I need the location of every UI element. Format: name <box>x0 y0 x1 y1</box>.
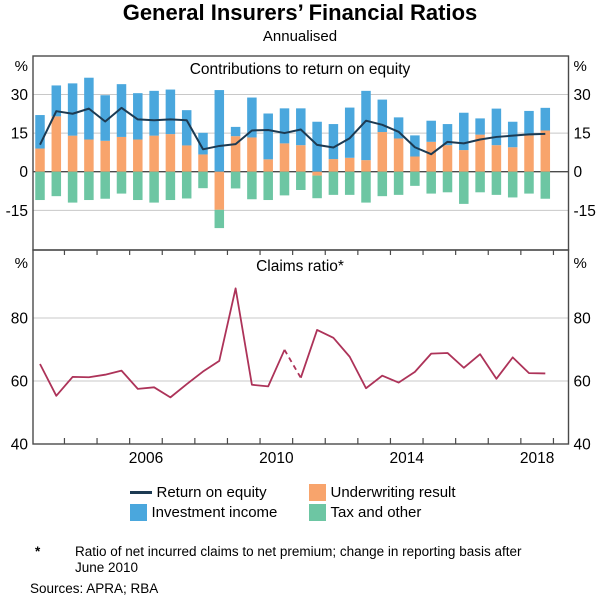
svg-text:%: % <box>574 58 587 75</box>
svg-text:0: 0 <box>574 164 583 181</box>
svg-text:80: 80 <box>11 311 29 328</box>
footnote-text: Ratio of net incurred claims to net prem… <box>75 544 522 575</box>
top-panel-bars <box>35 77 551 229</box>
legend: Return on equity Underwriting result Inv… <box>0 484 600 521</box>
investment-swatch-icon <box>129 504 147 521</box>
svg-text:-15: -15 <box>6 203 28 220</box>
roe-line-swatch-icon <box>129 490 152 495</box>
page-subtitle: Annualised <box>262 28 338 45</box>
legend-label: Investment income <box>151 504 278 521</box>
svg-text:60: 60 <box>574 374 592 391</box>
legend-item-investment-income: Investment income <box>129 504 309 521</box>
svg-text:%: % <box>15 255 28 272</box>
svg-text:2018: 2018 <box>520 450 554 467</box>
legend-item-return-on-equity: Return on equity <box>129 484 309 501</box>
svg-text:2010: 2010 <box>259 450 294 467</box>
sources-line: Sources: APRA; RBA <box>30 581 159 596</box>
svg-text:-15: -15 <box>574 203 596 220</box>
x-axis-labels: 2006 2010 2014 2018 <box>129 450 555 467</box>
underwriting-swatch-icon <box>308 484 326 501</box>
claims-line <box>39 287 546 399</box>
svg-text:80: 80 <box>574 311 592 328</box>
svg-text:40: 40 <box>574 437 592 454</box>
roe-line <box>39 106 546 156</box>
svg-text:0: 0 <box>19 164 28 181</box>
svg-text:2014: 2014 <box>390 450 425 467</box>
legend-item-underwriting-result: Underwriting result <box>308 484 471 501</box>
bottom-panel-title: Claims ratio* <box>256 258 344 275</box>
svg-text:40: 40 <box>11 437 29 454</box>
svg-text:15: 15 <box>11 126 28 143</box>
footnote-marker: * <box>35 544 41 559</box>
y-axis-labels: % % 30 30 15 15 0 0 -15 -15% % 80 80 60 60 40 40 <box>6 58 596 454</box>
tax-swatch-icon <box>308 504 326 521</box>
panel-frames <box>32 55 570 445</box>
legend-row-1: Return on equity Underwriting result <box>129 484 471 501</box>
svg-text:30: 30 <box>574 87 592 104</box>
legend-label: Underwriting result <box>330 484 456 501</box>
svg-text:2006: 2006 <box>129 450 163 467</box>
x-axis-ticks <box>63 250 555 444</box>
svg-text:%: % <box>574 255 587 272</box>
footnote: * Ratio of net incurred claims to net pr… <box>35 544 525 576</box>
svg-text:15: 15 <box>574 126 591 143</box>
legend-row-2: Investment income Tax and other <box>129 504 471 521</box>
legend-label: Return on equity <box>156 484 267 501</box>
legend-item-tax-and-other: Tax and other <box>308 504 471 521</box>
svg-text:%: % <box>15 58 28 75</box>
legend-label: Tax and other <box>330 504 422 521</box>
page-title: General Insurers’ Financial Ratios <box>122 0 478 25</box>
svg-text:60: 60 <box>11 374 29 391</box>
top-panel-title: Contributions to return on equity <box>189 61 411 78</box>
svg-text:30: 30 <box>11 87 29 104</box>
